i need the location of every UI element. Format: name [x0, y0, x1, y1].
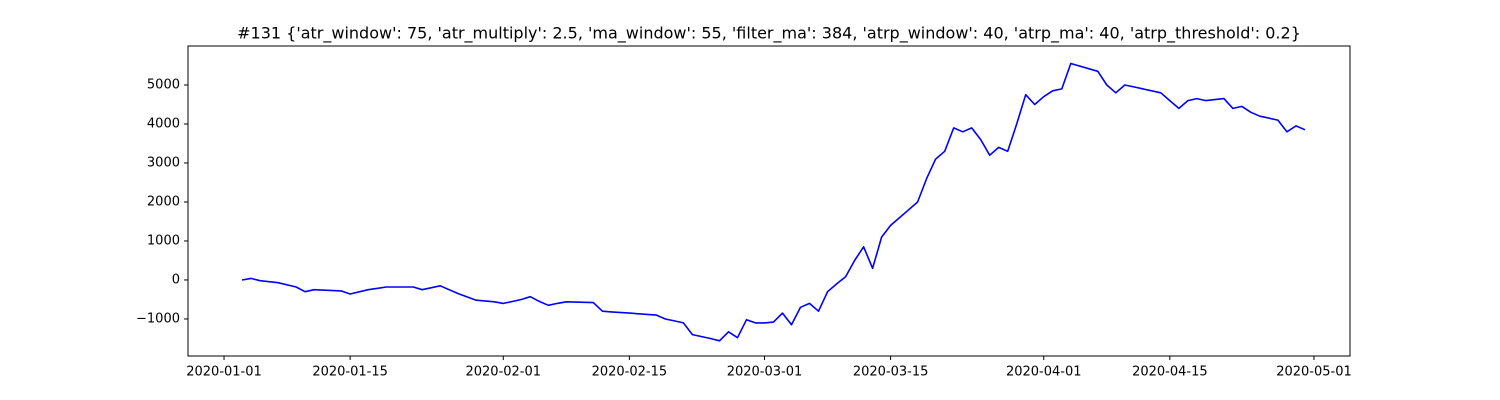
x-tick-label: 2020-05-01 [1276, 365, 1352, 380]
x-tick-label: 2020-02-15 [592, 365, 668, 380]
chart-title: #131 {'atr_window': 75, 'atr_multiply': … [237, 24, 1301, 44]
x-tick-label: 2020-01-15 [312, 365, 388, 380]
line [241, 62, 1306, 342]
y-tick-label: 2000 [147, 194, 180, 209]
y-tick-label: 5000 [147, 77, 180, 92]
x-tick-label: 2020-04-15 [1132, 365, 1208, 380]
x-tick-label: 2020-04-01 [1006, 365, 1082, 380]
x-tick-label: 2020-01-01 [186, 365, 262, 380]
y-tick-label: 4000 [147, 116, 180, 131]
y-tick-label: 0 [172, 272, 180, 287]
x-tick-label: 2020-03-01 [727, 365, 803, 380]
plot-frame [187, 45, 1351, 357]
x-tick-label: 2020-03-15 [853, 365, 929, 380]
y-tick-label: 1000 [147, 233, 180, 248]
x-tick-label: 2020-02-01 [465, 365, 541, 380]
y-tick-label: −1000 [136, 311, 180, 326]
y-tick-label: 3000 [147, 155, 180, 170]
